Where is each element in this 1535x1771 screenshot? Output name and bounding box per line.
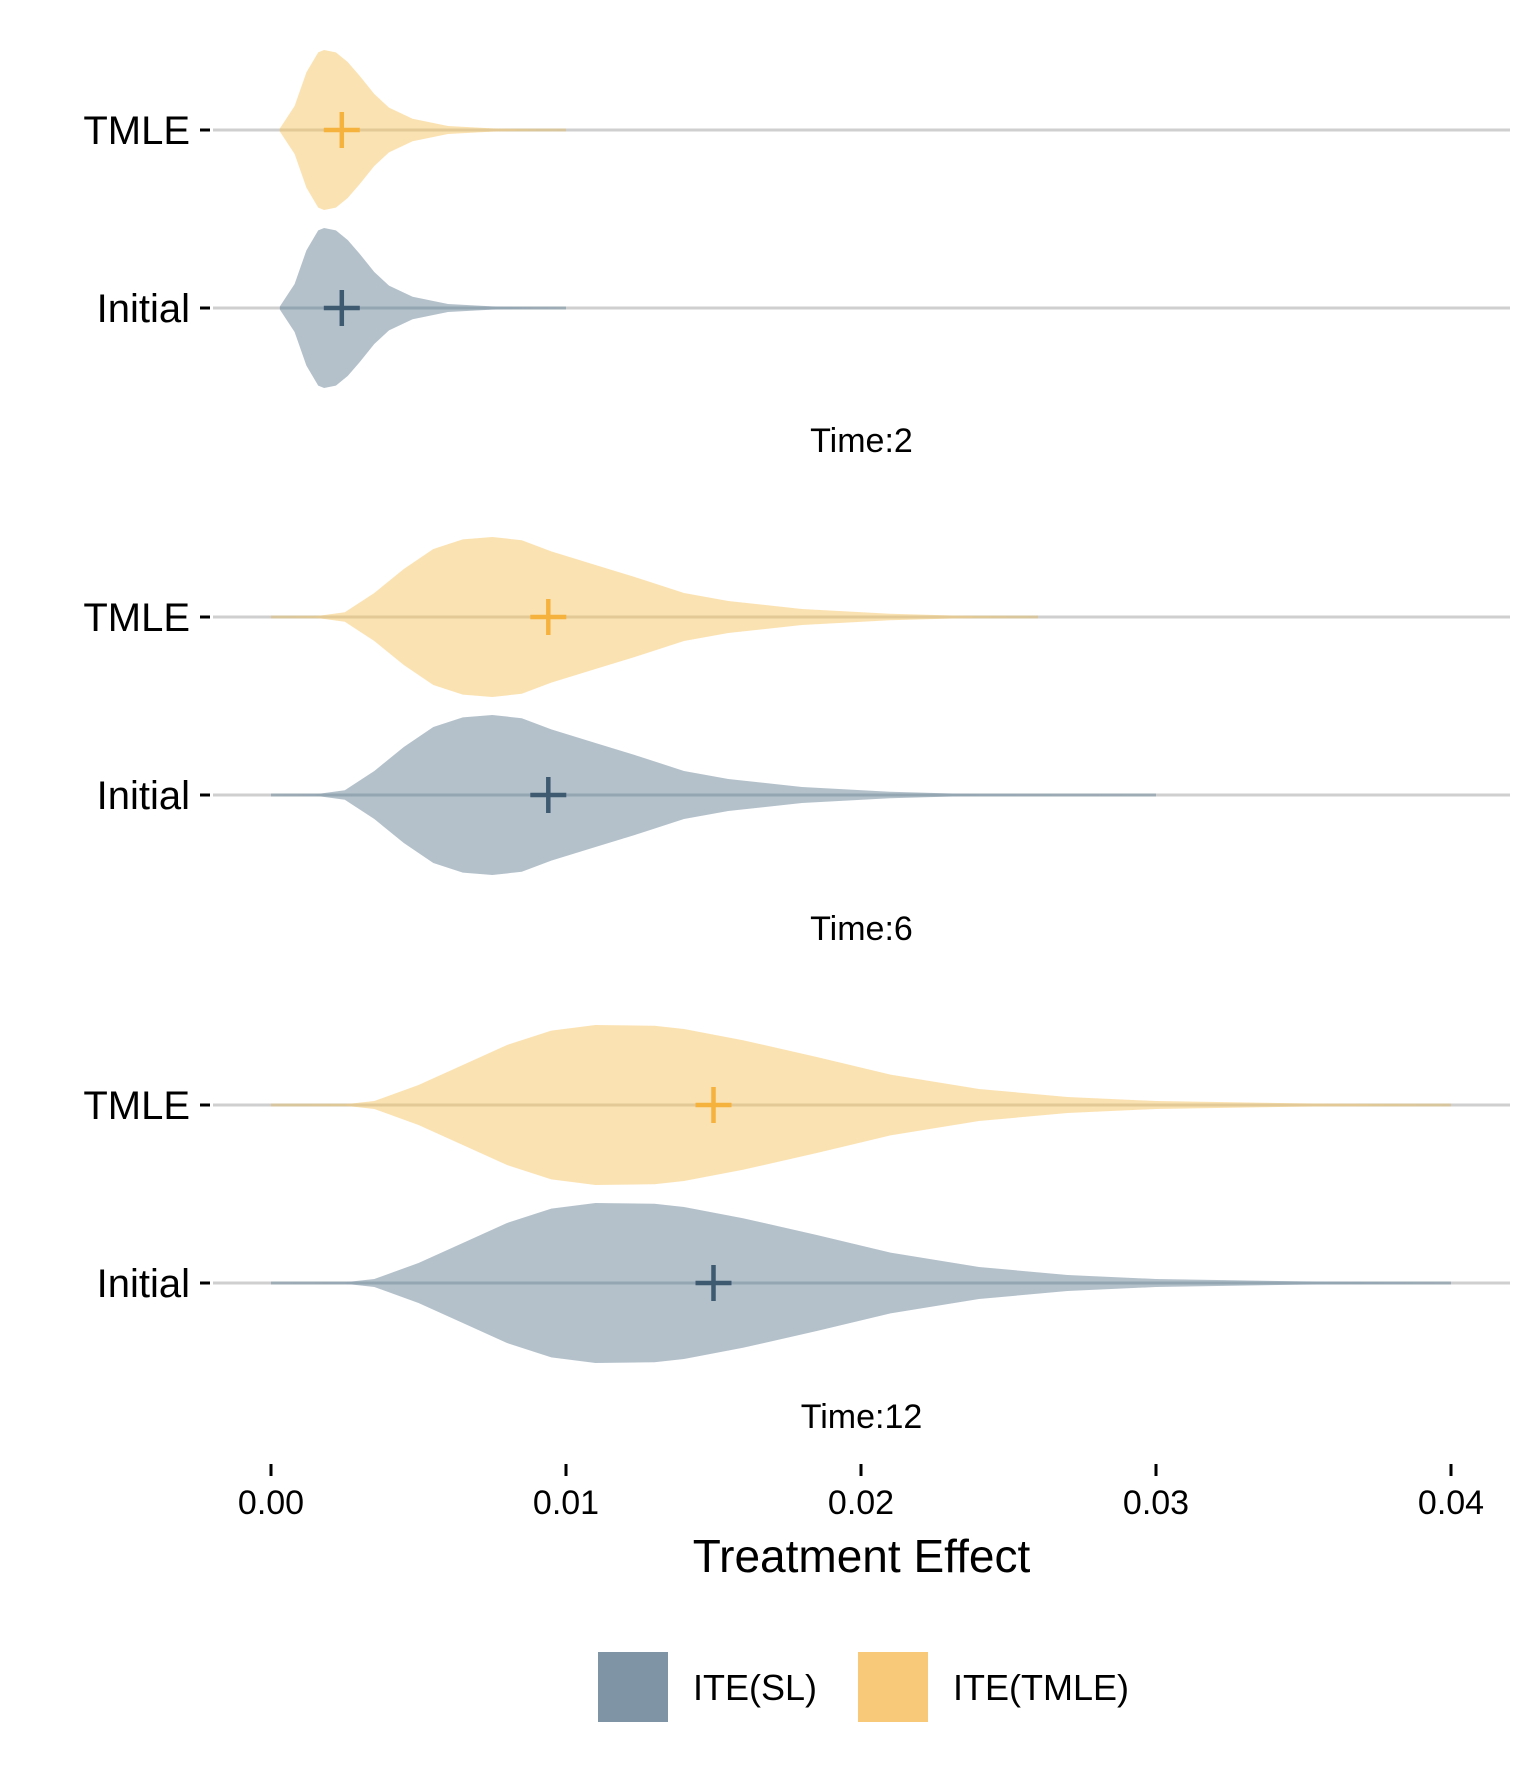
mean-marker-tmle bbox=[323, 112, 360, 148]
x-axis-title: Treatment Effect bbox=[693, 1530, 1031, 1582]
mean-marker-initial bbox=[323, 290, 360, 326]
panel-3: TMLE Initial Time:12 bbox=[83, 1025, 1510, 1436]
category-label: TMLE bbox=[83, 109, 190, 153]
mean-marker-tmle bbox=[695, 1087, 732, 1123]
legend-entry: ITE(TMLE) bbox=[858, 1652, 1129, 1722]
category-label: TMLE bbox=[83, 1084, 190, 1128]
legend-swatch bbox=[598, 1652, 668, 1722]
panel-1: TMLE Initial Time:2 bbox=[83, 50, 1510, 460]
legend-entry: ITE(SL) bbox=[598, 1652, 817, 1722]
mean-marker-initial bbox=[530, 777, 567, 813]
panel-label: Time:12 bbox=[801, 1398, 923, 1436]
panels: TMLE Initial Time:2 TMLE Initial Time:6 TMLE In… bbox=[83, 50, 1510, 1436]
legend-label: ITE(TMLE) bbox=[953, 1667, 1129, 1708]
legend-label: ITE(SL) bbox=[693, 1667, 817, 1708]
mean-marker-initial bbox=[695, 1265, 732, 1301]
panel-label: Time:2 bbox=[810, 422, 913, 460]
panel-label: Time:6 bbox=[810, 910, 913, 948]
x-tick-label: 0.01 bbox=[533, 1484, 599, 1522]
x-tick-label: 0.03 bbox=[1123, 1484, 1189, 1522]
x-axis: 0.00 0.01 0.02 0.03 0.04 bbox=[238, 1464, 1484, 1522]
category-label: TMLE bbox=[83, 596, 190, 640]
category-label: Initial bbox=[97, 774, 190, 818]
panel-2: TMLE Initial Time:6 bbox=[83, 537, 1510, 948]
category-label: Initial bbox=[97, 287, 190, 331]
legend: ITE(SL) ITE(TMLE) bbox=[598, 1652, 1129, 1722]
x-tick-label: 0.02 bbox=[828, 1484, 894, 1522]
x-tick-label: 0.04 bbox=[1418, 1484, 1484, 1522]
legend-swatch bbox=[858, 1652, 928, 1722]
mean-marker-tmle bbox=[530, 599, 567, 635]
x-tick-label: 0.00 bbox=[238, 1484, 304, 1522]
category-label: Initial bbox=[97, 1262, 190, 1306]
